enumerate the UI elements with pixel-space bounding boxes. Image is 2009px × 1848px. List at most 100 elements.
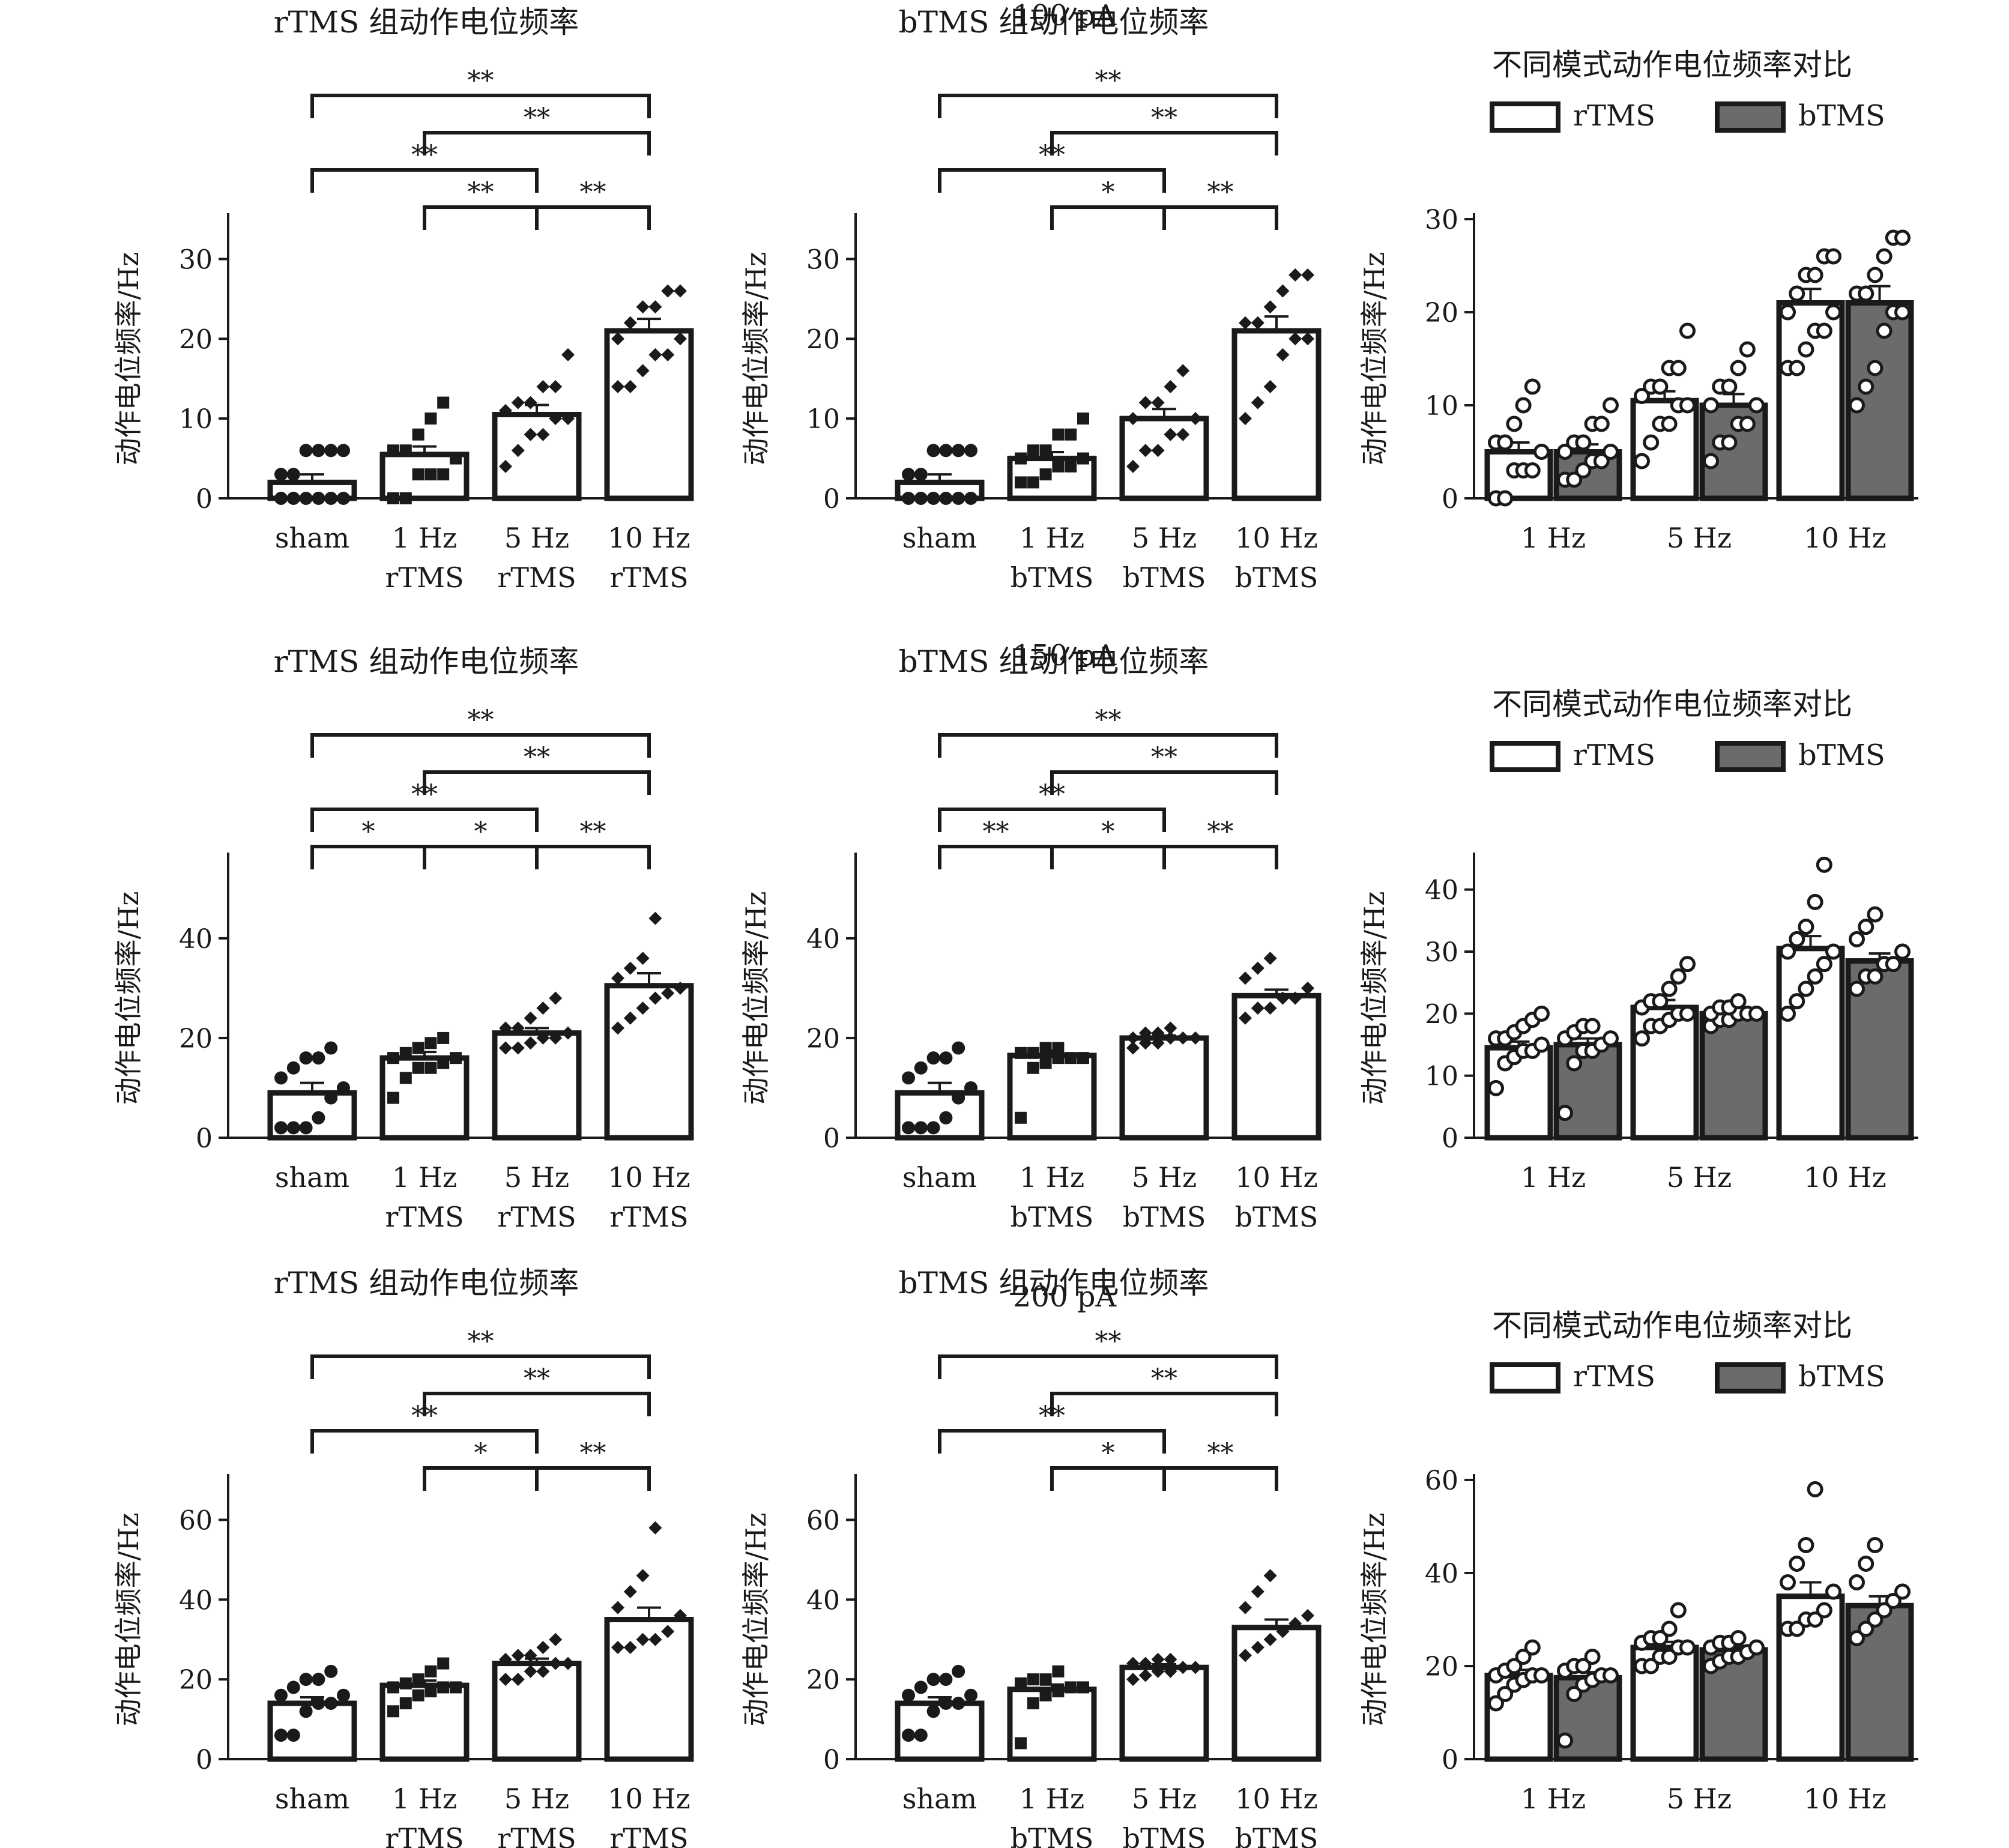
x-tick-label: 1 Hz: [1521, 1161, 1586, 1194]
bar-2: [1119, 1035, 1209, 1141]
data-point-3: [1239, 971, 1252, 985]
data-point-rTMS-1 Hz: [1533, 1005, 1550, 1022]
data-point-bTMS-10 Hz: [1858, 1556, 1875, 1572]
significance-label: **: [1207, 177, 1234, 208]
data-point-rTMS-5 Hz: [1670, 360, 1687, 376]
data-point-2: [499, 1041, 512, 1055]
x-tick-label: sham: [902, 1783, 977, 1815]
legend-label-bTMS: bTMS: [1798, 99, 1885, 133]
significance-label: **: [468, 65, 494, 96]
data-point-bTMS-10 Hz: [1894, 943, 1911, 960]
data-point-bTMS-5 Hz: [1748, 1639, 1765, 1656]
data-point-1: [1015, 1737, 1027, 1750]
data-point-0: [299, 1673, 313, 1686]
data-point-1: [1052, 1685, 1065, 1698]
data-point-rTMS-10 Hz: [1807, 1611, 1823, 1628]
data-point-bTMS-1 Hz: [1566, 1686, 1583, 1702]
data-point-0: [286, 1680, 300, 1694]
data-point-2: [561, 1656, 575, 1670]
data-point-rTMS-1 Hz: [1533, 1036, 1550, 1053]
y-tick-label: 40: [806, 924, 840, 955]
significance-bracket: [423, 845, 539, 869]
data-point-rTMS-10 Hz: [1816, 956, 1832, 973]
data-point-rTMS-10 Hz: [1807, 893, 1823, 910]
significance-bracket: [1050, 845, 1166, 869]
data-point-3: [1239, 1601, 1252, 1614]
chart-title: bTMS 组动作电位频率: [899, 5, 1209, 40]
data-point-1: [450, 452, 462, 465]
data-point-rTMS-10 Hz: [1789, 360, 1805, 376]
data-point-1: [437, 1057, 450, 1069]
data-point-2: [1126, 1656, 1140, 1670]
data-point-3: [1239, 316, 1252, 330]
data-point-bTMS-1 Hz: [1593, 415, 1610, 432]
data-point-3: [1263, 952, 1277, 965]
data-point-1: [1039, 1689, 1052, 1702]
data-point-2: [499, 403, 512, 417]
data-point-bTMS-5 Hz: [1703, 453, 1719, 470]
data-point-1: [412, 1689, 424, 1702]
data-point-rTMS-5 Hz: [1679, 1005, 1696, 1022]
data-point-rTMS-10 Hz: [1798, 341, 1814, 358]
data-point-2: [536, 1664, 550, 1678]
data-point-0: [286, 1121, 300, 1135]
data-point-bTMS-10 Hz: [1867, 1611, 1884, 1628]
data-point-bTMS-10 Hz: [1885, 956, 1902, 973]
data-point-3: [1251, 1001, 1264, 1015]
data-point-3: [674, 332, 687, 346]
data-point-bTMS-5 Hz: [1739, 415, 1756, 432]
x-tick-label-2: bTMS: [1123, 1201, 1206, 1233]
significance-label: **: [524, 742, 550, 773]
x-tick-label-2: rTMS: [385, 561, 464, 594]
significance-bracket: [310, 845, 426, 869]
significance-bracket: [1162, 205, 1278, 230]
significance-label: *: [474, 1438, 488, 1469]
y-tick-label: 30: [1425, 205, 1458, 235]
significance-label: **: [580, 177, 606, 208]
data-point-0: [286, 492, 300, 505]
data-point-3: [1276, 348, 1290, 361]
data-point-1: [412, 1673, 424, 1686]
data-point-bTMS-1 Hz: [1557, 1105, 1573, 1122]
chart-panel-150pA-rTMS: rTMS 组动作电位频率 0 20 40 动作电位频率/Hz sham 1 Hz rTMS 5 …: [112, 644, 694, 1233]
y-tick-label: 40: [806, 1585, 840, 1616]
data-point-bTMS-10 Hz: [1894, 229, 1911, 246]
data-point-2: [549, 380, 563, 393]
legend-label-bTMS: bTMS: [1798, 738, 1885, 772]
data-point-0: [324, 492, 338, 505]
data-point-rTMS-1 Hz: [1533, 444, 1550, 460]
significance-label: **: [1207, 817, 1234, 847]
y-tick-label: 0: [823, 1123, 840, 1154]
data-point-0: [312, 1697, 325, 1710]
data-point-bTMS-5 Hz: [1721, 378, 1738, 395]
data-point-2: [1164, 427, 1177, 441]
data-point-rTMS-5 Hz: [1643, 434, 1660, 451]
chart-title: rTMS 组动作电位频率: [274, 5, 579, 40]
data-point-2: [536, 1031, 550, 1045]
data-point-rTMS-10 Hz: [1780, 1005, 1796, 1022]
x-tick-label: 5 Hz: [1667, 1783, 1732, 1815]
significance-label: **: [580, 1438, 606, 1469]
y-tick-label: 20: [1425, 1652, 1458, 1682]
data-point-0: [312, 1673, 325, 1686]
y-tick-label: 0: [823, 1745, 840, 1775]
y-axis-label: 动作电位频率/Hz: [1358, 1513, 1391, 1727]
data-point-bTMS-5 Hz: [1730, 1630, 1747, 1646]
data-point-2: [1151, 1652, 1165, 1666]
data-point-3: [648, 911, 662, 925]
data-point-0: [337, 1688, 350, 1702]
data-point-rTMS-5 Hz: [1661, 1620, 1678, 1637]
data-point-0: [964, 1688, 977, 1702]
data-point-1: [1027, 476, 1039, 489]
significance-label: **: [1151, 1363, 1177, 1394]
data-point-0: [939, 492, 953, 505]
significance-label: *: [1102, 817, 1115, 847]
data-point-rTMS-10 Hz: [1825, 304, 1841, 321]
significance-bracket: [938, 1354, 1278, 1379]
data-point-bTMS-5 Hz: [1748, 1005, 1765, 1022]
data-point-rTMS-10 Hz: [1798, 980, 1814, 997]
data-point-2: [1138, 1026, 1152, 1040]
data-point-3: [1263, 1569, 1277, 1583]
data-point-rTMS-10 Hz: [1825, 1583, 1841, 1600]
legend-label-bTMS: bTMS: [1798, 1360, 1885, 1394]
